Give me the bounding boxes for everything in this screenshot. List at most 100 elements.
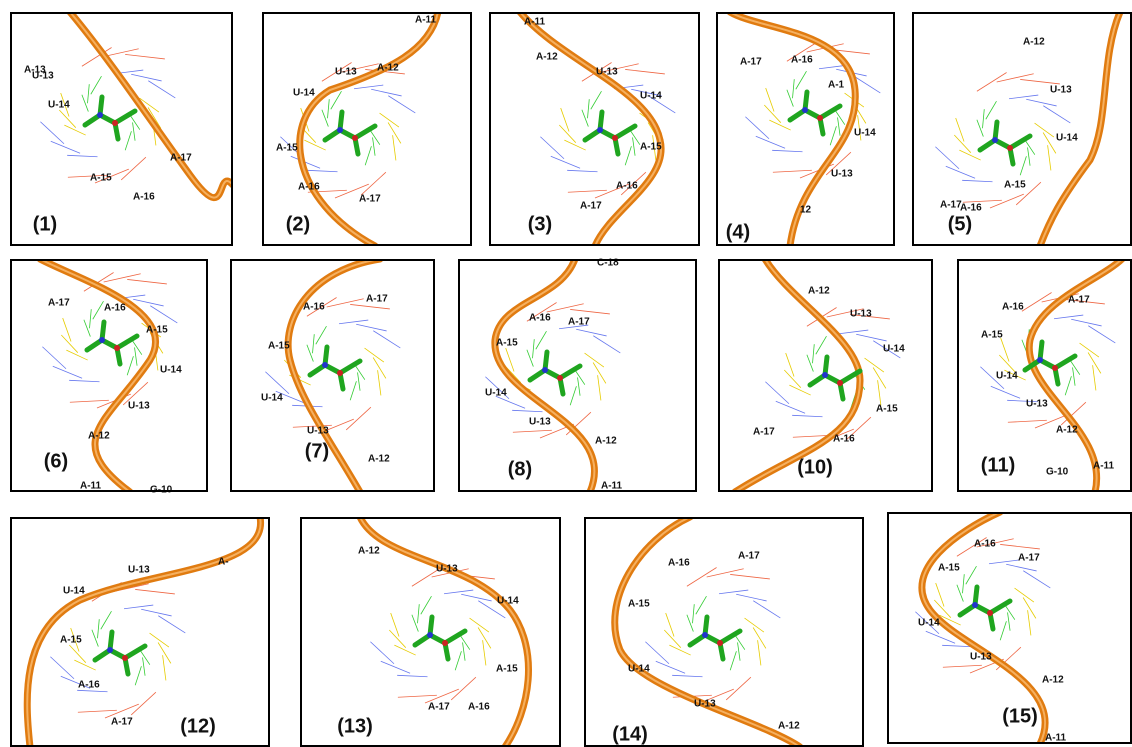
residue-label: A-16 [960,203,982,214]
residue-label: A-16 [791,55,813,66]
panel-label: (10) [797,456,833,478]
residue-label: A-12 [368,454,390,465]
panel-label: (4) [726,221,750,243]
panel [230,259,435,492]
residue-label: A-17 [753,427,775,438]
residue-label: A-16 [529,313,551,324]
residue-label: U-13 [850,309,872,320]
residue-label: A-17 [48,298,70,309]
ligand-atom [1037,357,1043,363]
ligand-atom [352,135,358,141]
residue-label: A-15 [276,143,298,154]
residue-label: A-15 [1004,180,1026,191]
residue-label: A-12 [595,436,617,447]
residue-label: A-16 [668,558,690,569]
residue-label: U-14 [883,344,905,355]
residue-label: A-11 [415,15,437,26]
panel-label: (3) [528,213,552,235]
residue-label: A-15 [938,563,960,574]
panel-label: (12) [180,715,216,737]
residue-label: A-12 [778,721,800,732]
residue-label: U-13 [1026,399,1048,410]
residue-label: A-17 [366,294,388,305]
residue-label: A-16 [616,181,638,192]
ligand-atom [987,610,993,616]
residue-label: A-17 [1018,553,1040,564]
panel-label: (11) [981,454,1015,476]
residue-label: U-14 [261,393,283,404]
residue-label: A-15 [146,325,168,336]
residue-label: U-13 [831,169,853,180]
residue-label: U-13 [970,652,992,663]
ligand-atom [597,127,603,133]
ligand-atom [702,632,708,638]
panel-label: (7) [305,440,329,462]
ligand-atom [802,107,808,113]
residue-label: U-14 [293,88,315,99]
residue-label: U-14 [160,365,182,376]
panel-label: (2) [286,213,310,235]
panel [458,259,697,492]
residue-label: A-17 [111,717,133,728]
ligand-atom [992,137,998,143]
ligand-atom [1007,145,1013,151]
residue-label: U-13 [128,565,150,576]
panel-label: (15) [1002,705,1038,727]
residue-label: A-16 [133,192,155,203]
residue-label: A-1 [828,80,845,91]
residue-label: A-17 [740,57,762,68]
residue-label: A-11 [1093,461,1115,472]
ligand-atom [427,632,433,638]
residue-label: U-13 [307,426,329,437]
residue-label: G-10 [1046,467,1069,478]
residue-label: A-16 [974,539,996,550]
residue-label: A-12 [536,52,558,63]
residue-label: U-13 [335,67,357,78]
residue-label: A-12 [358,546,380,557]
residue-label: U-14 [1056,133,1078,144]
residue-label: U-14 [854,128,876,139]
residue-label: A-16 [303,302,325,313]
residue-label: A-11 [80,481,102,492]
ligand-atom [542,367,548,373]
ligand-atom [1052,365,1058,371]
residue-label: A-12 [377,63,399,74]
residue-label: A-17 [940,200,962,211]
ligand-atom [122,655,128,661]
residue-label: A-15 [640,142,662,153]
panel-label: (6) [44,450,68,472]
ligand-atom [717,640,723,646]
residue-label: A-16 [78,680,100,691]
ligand-atom [322,362,328,368]
residue-label: U-13 [32,71,54,82]
ligand-atom [972,602,978,608]
panel-label: (14) [612,723,648,745]
ligand-atom [114,345,120,351]
residue-label: A-16 [298,182,320,193]
residue-label: A-15 [981,330,1003,341]
residue-label: A-12 [1042,675,1064,686]
ligand-atom [337,127,343,133]
residue-label: U-14 [48,100,70,111]
figure: A-13U-13U-14A-17A-15A-16(1)A-11U-13A-12U… [0,0,1132,747]
panel [10,12,233,246]
residue-label: A-16 [833,434,855,445]
residue-label: U-13 [596,67,618,78]
residue-label: A-15 [60,635,82,646]
residue-label: A-12 [88,431,110,442]
residue-label: A-17 [580,201,602,212]
residue-label: A-17 [428,702,450,713]
residue-label: A-12 [1056,425,1078,436]
residue-label: A-17 [738,551,760,562]
residue-label: A-15 [496,664,518,675]
ligand-atom [107,647,113,653]
ligand-atom [112,120,118,126]
residue-label: A- [218,557,229,568]
residue-label: U-13 [694,699,716,710]
residue-label: A-11 [524,17,546,28]
ligand-atom [97,112,103,118]
panel [10,517,270,747]
residue-label: U-14 [485,388,507,399]
ligand-atom [99,337,105,343]
residue-label: A-15 [90,173,112,184]
